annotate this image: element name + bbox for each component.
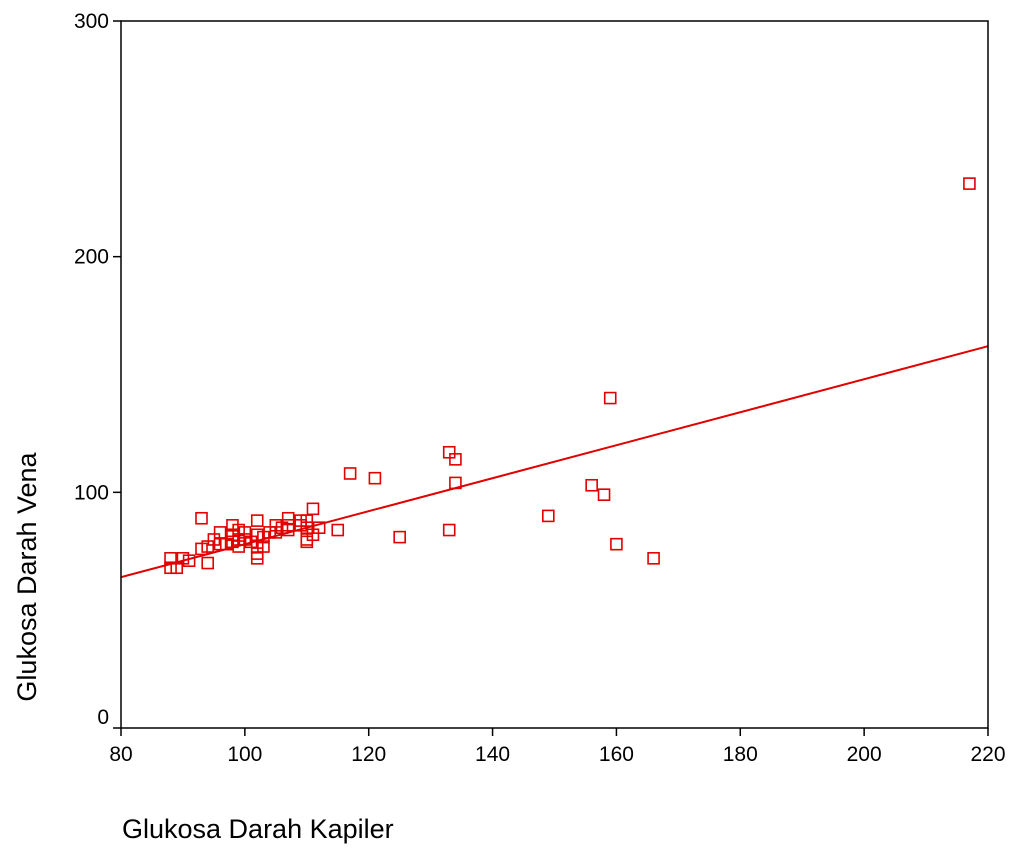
- y-axis: 0 100 200 300: [74, 10, 121, 729]
- data-point: [449, 453, 462, 466]
- data-point: [393, 530, 406, 544]
- data-point: [257, 540, 270, 553]
- y-tick-label: 100: [74, 481, 109, 504]
- x-tick-label: 140: [475, 743, 510, 766]
- data-point: [647, 552, 660, 565]
- data-point: [449, 476, 462, 490]
- y-tick-label: 300: [74, 10, 109, 33]
- data-point: [281, 523, 295, 537]
- x-tick-label: 160: [599, 743, 634, 766]
- y-axis-title: Glukosa Darah Vena: [12, 451, 42, 701]
- x-tick-label: 80: [109, 743, 132, 766]
- data-point: [343, 467, 357, 480]
- x-tick-label: 180: [723, 743, 758, 766]
- data-point: [312, 521, 326, 534]
- data-point: [610, 537, 623, 551]
- data-point: [306, 502, 320, 516]
- data-point: [442, 523, 456, 537]
- x-axis: 80 100 120 140 160 180 200 220: [109, 728, 1006, 766]
- y-tick-label: 200: [74, 246, 109, 269]
- x-tick-label: 220: [970, 743, 1005, 766]
- y-tick-label: 0: [97, 706, 109, 729]
- data-point: [597, 488, 611, 501]
- x-tick-label: 120: [351, 743, 386, 766]
- data-point: [195, 511, 208, 525]
- data-point: [542, 509, 555, 523]
- data-point: [182, 554, 196, 567]
- plot-marks: [120, 177, 989, 579]
- data-point: [201, 556, 214, 570]
- data-point: [331, 523, 345, 537]
- plot-frame: [120, 20, 989, 729]
- x-axis-title: Glukosa Darah Kapiler: [122, 814, 394, 844]
- x-tick-label: 100: [227, 743, 262, 766]
- data-point: [603, 391, 617, 405]
- data-point: [368, 471, 382, 485]
- x-tick-label: 200: [847, 743, 882, 766]
- data-point: [963, 177, 976, 190]
- data-point: [585, 478, 598, 492]
- data-point: [250, 514, 264, 527]
